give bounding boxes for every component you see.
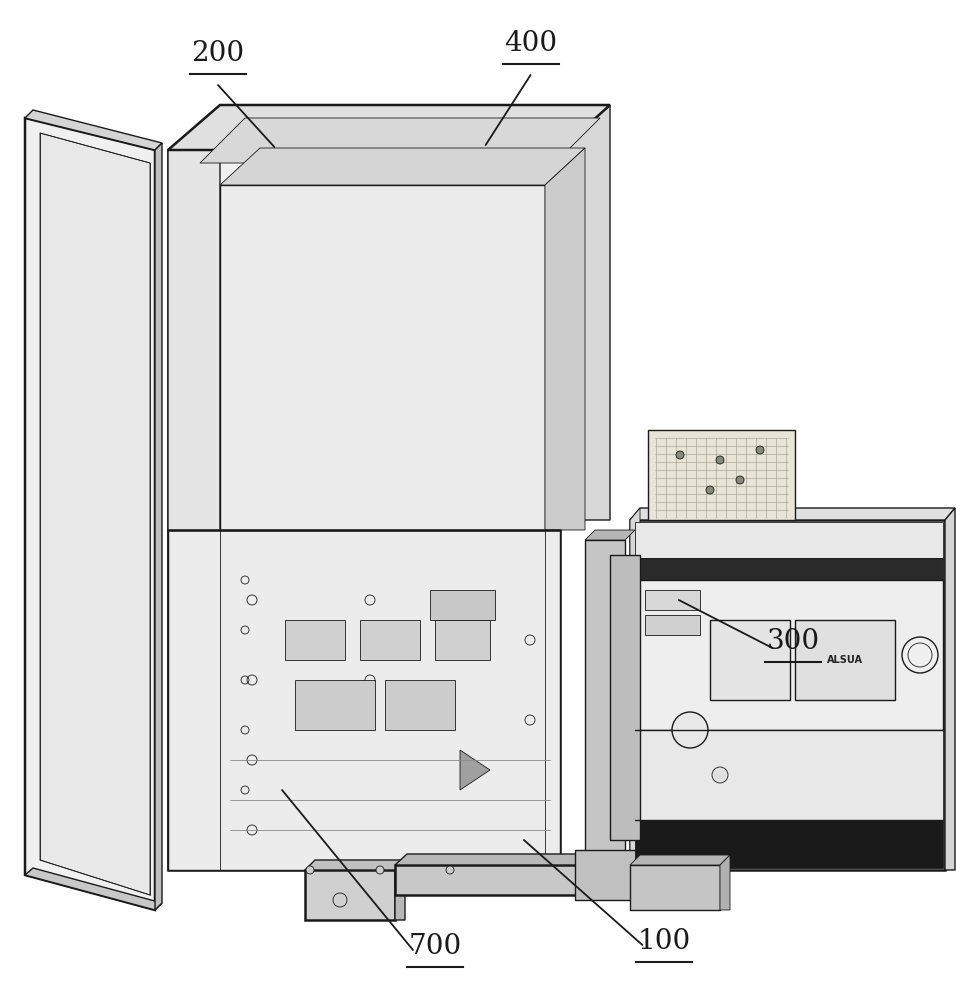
Polygon shape (220, 148, 585, 185)
Polygon shape (585, 540, 625, 870)
Polygon shape (575, 850, 640, 900)
Polygon shape (25, 118, 155, 910)
Polygon shape (305, 860, 405, 870)
Polygon shape (545, 148, 585, 530)
Polygon shape (25, 110, 162, 150)
Polygon shape (645, 590, 700, 610)
Polygon shape (360, 620, 420, 660)
Polygon shape (168, 105, 610, 150)
Polygon shape (220, 185, 545, 530)
Polygon shape (385, 680, 455, 730)
Polygon shape (168, 150, 560, 870)
Polygon shape (430, 590, 495, 620)
Circle shape (376, 866, 384, 874)
Polygon shape (720, 855, 730, 910)
Polygon shape (795, 620, 895, 700)
Circle shape (676, 451, 684, 459)
Polygon shape (648, 430, 795, 520)
Circle shape (712, 767, 728, 783)
Text: 700: 700 (408, 933, 462, 960)
Polygon shape (635, 522, 943, 558)
Polygon shape (630, 855, 730, 865)
Polygon shape (635, 730, 943, 820)
Polygon shape (560, 105, 610, 520)
Polygon shape (945, 508, 955, 870)
Polygon shape (155, 143, 162, 910)
Polygon shape (168, 105, 220, 870)
Polygon shape (630, 865, 720, 910)
Polygon shape (635, 820, 943, 868)
Polygon shape (295, 680, 375, 730)
Circle shape (736, 476, 744, 484)
Polygon shape (40, 133, 150, 895)
Circle shape (446, 866, 454, 874)
Text: 400: 400 (504, 30, 557, 57)
Text: 300: 300 (767, 628, 820, 655)
Polygon shape (645, 615, 700, 635)
Text: 200: 200 (191, 40, 245, 67)
Polygon shape (200, 118, 600, 163)
Polygon shape (168, 530, 560, 870)
Polygon shape (585, 530, 635, 540)
Polygon shape (630, 520, 945, 870)
Circle shape (902, 637, 938, 673)
Polygon shape (710, 620, 790, 700)
Polygon shape (630, 508, 955, 520)
Polygon shape (640, 840, 655, 900)
Polygon shape (395, 865, 610, 895)
Polygon shape (610, 555, 640, 840)
Polygon shape (630, 508, 640, 870)
Circle shape (756, 446, 764, 454)
Polygon shape (395, 860, 405, 920)
Polygon shape (285, 620, 345, 660)
Circle shape (706, 486, 714, 494)
Circle shape (716, 456, 724, 464)
Polygon shape (305, 870, 395, 920)
Polygon shape (635, 558, 943, 580)
Text: 100: 100 (638, 928, 691, 955)
Polygon shape (25, 868, 162, 910)
Polygon shape (610, 854, 622, 895)
Polygon shape (395, 854, 622, 865)
Polygon shape (435, 620, 490, 660)
Text: ALSUA: ALSUA (827, 655, 863, 665)
Circle shape (672, 712, 708, 748)
Polygon shape (460, 750, 490, 790)
Polygon shape (635, 580, 943, 730)
Circle shape (306, 866, 314, 874)
